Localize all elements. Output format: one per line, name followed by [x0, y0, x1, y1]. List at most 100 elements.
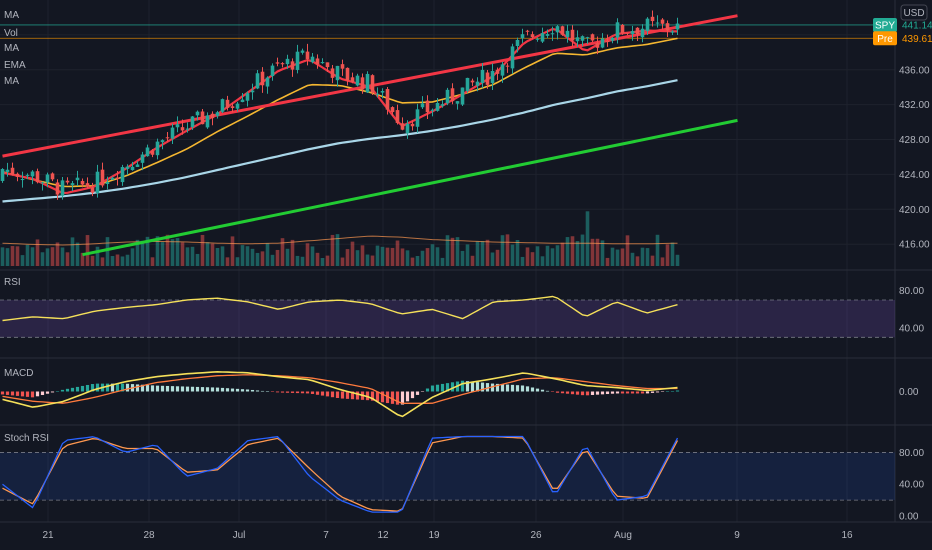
macd-histogram — [0, 380, 680, 405]
macd-histogram-bar — [15, 391, 20, 396]
volume-bar — [145, 236, 150, 266]
legend-item-ma-2[interactable]: MA — [4, 43, 19, 54]
macd-tick-label: 0.00 — [899, 387, 919, 398]
volume-bar — [205, 242, 210, 266]
volume-bar — [335, 234, 340, 266]
candle-body — [55, 182, 60, 195]
volume-bar — [475, 241, 480, 266]
volume-bar — [500, 235, 505, 266]
rsi-pane[interactable] — [0, 295, 895, 338]
candle-body — [205, 115, 210, 128]
candle-body — [30, 171, 35, 177]
macd-histogram-bar — [475, 382, 480, 392]
macd-histogram-bar — [10, 391, 15, 396]
volume-bar — [180, 242, 185, 266]
macd-histogram-bar — [185, 386, 190, 392]
volume-bar — [425, 248, 430, 266]
volume-bar — [290, 239, 295, 266]
volume-bar — [345, 249, 350, 266]
rsi-band — [0, 300, 895, 338]
candle-body — [235, 103, 240, 109]
volume-bar — [20, 255, 25, 266]
candle-body — [360, 77, 365, 90]
volume-bar — [15, 246, 20, 266]
candle-body — [545, 34, 550, 36]
spy-tag-label: SPY — [875, 20, 895, 31]
candle-body — [35, 171, 40, 183]
candle-body — [575, 37, 580, 42]
time-axis[interactable]: 21 28 Jul 7 12 19 26 Aug 9 16 — [42, 530, 853, 541]
stoch-tick-label: 40.00 — [899, 480, 924, 491]
candle-body — [345, 67, 350, 81]
macd-histogram-bar — [35, 391, 40, 397]
candle-body — [500, 64, 505, 76]
macd-histogram-bar — [395, 391, 400, 405]
time-tick-label: 12 — [377, 530, 389, 541]
legend-item-vol[interactable]: Vol — [4, 28, 18, 39]
macd-histogram-bar — [430, 385, 435, 392]
candle-body — [200, 111, 205, 125]
currency-button[interactable]: USD — [900, 4, 928, 21]
volume-bar — [355, 250, 360, 266]
macd-histogram-bar — [190, 386, 195, 392]
rsi-tick-label: 80.00 — [899, 286, 924, 297]
volume-bar — [465, 244, 470, 266]
candle-body — [105, 182, 110, 185]
macd-pane-label[interactable]: MACD — [4, 368, 33, 379]
macd-histogram-bar — [75, 386, 80, 392]
candle-body — [85, 183, 90, 187]
legend-item-ma-1[interactable]: MA — [4, 10, 19, 21]
macd-histogram-bar — [235, 388, 240, 392]
spy-price-tag[interactable]: SPY 441.14 — [873, 17, 932, 32]
macd-histogram-bar — [265, 391, 270, 392]
support-trendline[interactable] — [82, 118, 738, 257]
premarket-price-tag[interactable]: Pre 439.61 — [873, 31, 932, 46]
volume-bar — [75, 242, 80, 266]
macd-histogram-bar — [560, 391, 565, 394]
macd-histogram-bar — [625, 391, 630, 394]
candle-body — [635, 27, 640, 35]
macd-histogram-bar — [500, 384, 505, 392]
macd-histogram-bar — [490, 383, 495, 392]
rsi-pane-label[interactable]: RSI — [4, 277, 21, 288]
macd-histogram-bar — [310, 391, 315, 394]
candle-body — [560, 26, 565, 35]
stoch-pane-label[interactable]: Stoch RSI — [4, 433, 49, 444]
candle-body — [125, 166, 130, 169]
macd-histogram-bar — [350, 391, 355, 400]
volume-bar — [225, 257, 230, 266]
stoch-rsi-pane[interactable] — [0, 435, 895, 513]
macd-histogram-bar — [160, 385, 165, 392]
legend-item-ema[interactable]: EMA — [4, 60, 26, 71]
candle-body — [50, 173, 55, 180]
volume-bar — [520, 256, 525, 266]
candle-body — [580, 36, 585, 41]
volume-bar — [175, 238, 180, 266]
volume-bar — [5, 248, 10, 266]
resistance-trendline[interactable] — [2, 14, 738, 158]
price-axis[interactable]: 416.00 420.00 424.00 428.00 432.00 436.00 — [899, 65, 930, 250]
volume-bar — [220, 246, 225, 266]
candle-body — [260, 71, 265, 86]
volume-bar — [0, 247, 5, 266]
macd-pane[interactable] — [0, 370, 680, 418]
candle-body — [110, 177, 115, 180]
candle-body — [390, 107, 395, 113]
volume-bar — [130, 248, 135, 266]
volume-bar — [550, 248, 555, 266]
macd-histogram-bar — [65, 388, 70, 392]
candle-body — [530, 34, 535, 38]
volume-bar — [530, 252, 535, 266]
macd-histogram-bar — [540, 389, 545, 392]
price-pane[interactable] — [0, 10, 873, 266]
time-tick-label: 28 — [143, 530, 155, 541]
macd-histogram-bar — [330, 391, 335, 398]
price-tick-label: 420.00 — [899, 205, 930, 216]
candle-body — [145, 147, 150, 157]
macd-histogram-bar — [280, 391, 285, 393]
legend-item-ma-3[interactable]: MA — [4, 76, 19, 87]
volume-bar — [490, 252, 495, 266]
volume-bar — [275, 249, 280, 266]
candle-body — [250, 90, 255, 93]
